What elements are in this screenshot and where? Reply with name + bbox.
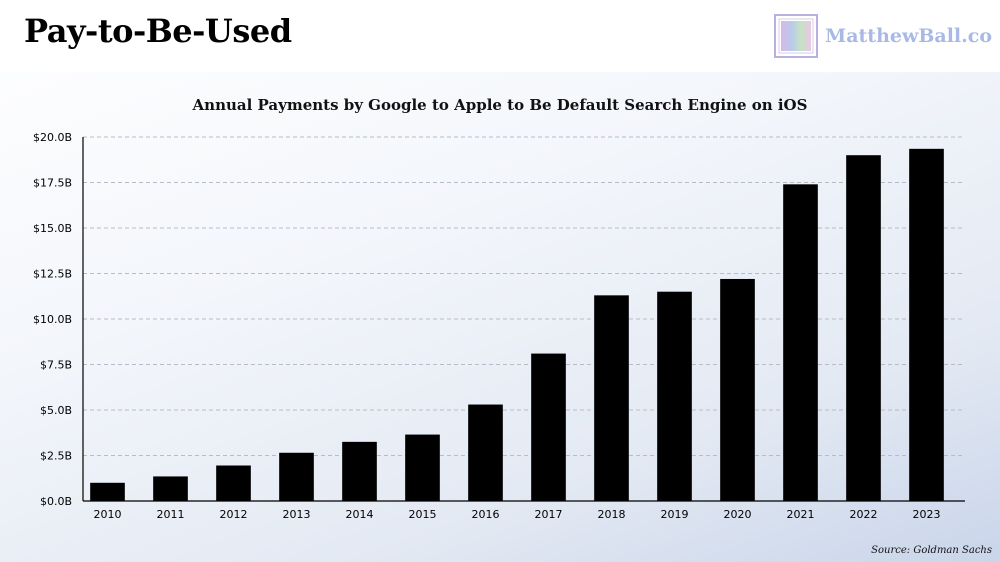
x-tick-label: 2020 — [724, 508, 752, 521]
bar-2021[interactable] — [783, 184, 818, 501]
header-bar: Pay-to-Be-Used MatthewBall.co — [0, 0, 1000, 72]
bar-2013[interactable] — [279, 452, 314, 501]
x-tick-labels: 2010 2011 2012 2013 2014 2015 2016 2017 2018 2019… — [94, 508, 941, 521]
bar-2022[interactable] — [846, 155, 881, 501]
y-tick-label: $20.0B — [33, 131, 72, 144]
y-tick-label: $2.5B — [40, 450, 72, 463]
page-title: Pay-to-Be-Used — [24, 12, 292, 50]
x-tick-label: 2019 — [661, 508, 689, 521]
bar-2018[interactable] — [594, 295, 629, 501]
x-tick-label: 2014 — [346, 508, 374, 521]
y-tick-label: $7.5B — [40, 359, 72, 372]
y-tick-labels: $0.0B $2.5B $5.0B $7.5B $10.0B $12.5B $15.0B $1… — [33, 131, 72, 508]
bar-2017[interactable] — [531, 353, 566, 501]
x-tick-label: 2015 — [409, 508, 437, 521]
bars — [90, 148, 944, 501]
brand[interactable]: MatthewBall.co — [773, 14, 992, 58]
x-tick-label: 2022 — [850, 508, 878, 521]
chart-title: Annual Payments by Google to Apple to Be… — [192, 96, 808, 114]
bar-2012[interactable] — [216, 465, 251, 501]
bar-2019[interactable] — [657, 291, 692, 501]
bar-2015[interactable] — [405, 434, 440, 501]
x-tick-label: 2012 — [220, 508, 248, 521]
y-tick-label: $0.0B — [40, 495, 72, 508]
bar-2023[interactable] — [909, 148, 944, 501]
x-tick-label: 2017 — [535, 508, 563, 521]
x-tick-label: 2018 — [598, 508, 626, 521]
x-tick-label: 2016 — [472, 508, 500, 521]
y-tick-label: $12.5B — [33, 268, 72, 281]
y-tick-label: $17.5B — [33, 177, 72, 190]
y-tick-label: $5.0B — [40, 404, 72, 417]
source-note: Source: Goldman Sachs — [871, 545, 992, 556]
brand-name: MatthewBall.co — [825, 25, 992, 47]
grid-lines — [82, 136, 965, 502]
x-tick-label: 2023 — [913, 508, 941, 521]
bar-2011[interactable] — [153, 476, 188, 501]
bar-2014[interactable] — [342, 441, 377, 501]
y-tick-label: $10.0B — [33, 313, 72, 326]
y-tick-label: $15.0B — [33, 222, 72, 235]
bar-2016[interactable] — [468, 404, 503, 501]
matthewball-logo-icon — [774, 14, 819, 58]
bar-2010[interactable] — [90, 482, 125, 501]
x-tick-label: 2021 — [787, 508, 815, 521]
x-tick-label: 2010 — [94, 508, 122, 521]
x-tick-label: 2011 — [157, 508, 185, 521]
bar-2020[interactable] — [720, 278, 755, 501]
x-tick-label: 2013 — [283, 508, 311, 521]
